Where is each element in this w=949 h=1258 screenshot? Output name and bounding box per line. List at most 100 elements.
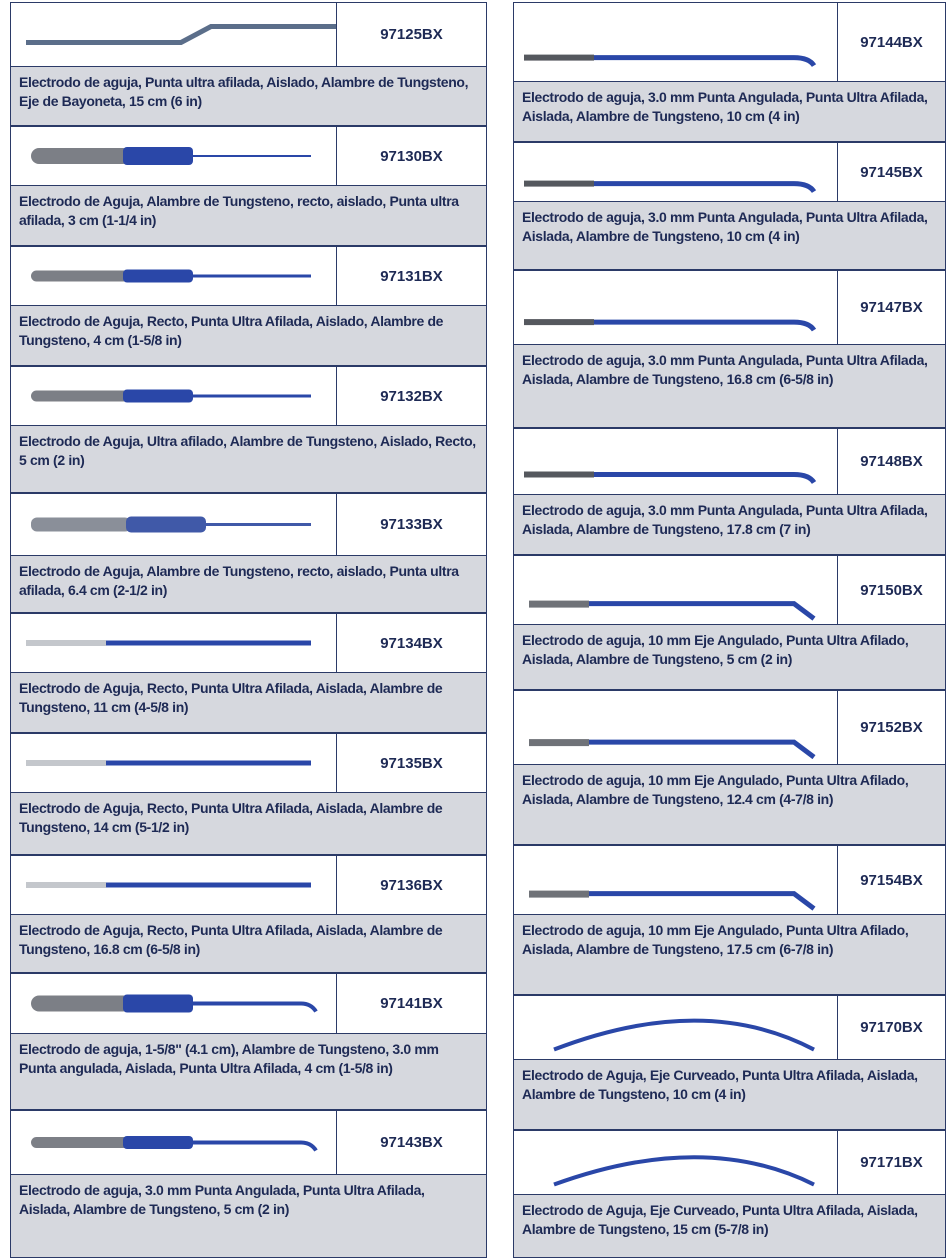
needle-part bbox=[594, 472, 817, 484]
product-description: Electrodo de Aguja, Recto, Punta Ultra A… bbox=[10, 792, 487, 855]
product-description: Electrodo de Aguja, Ultra afilado, Alamb… bbox=[10, 425, 487, 493]
needle-part bbox=[594, 55, 817, 68]
needle-part bbox=[529, 739, 589, 747]
product-code: 97132BX bbox=[336, 366, 487, 426]
needle-image bbox=[529, 600, 816, 621]
product-description: Electrodo de aguja, 10 mm Eje Angulado, … bbox=[513, 624, 946, 690]
product-image bbox=[513, 270, 838, 345]
needle-part bbox=[31, 995, 131, 1012]
product-description: Electrodo de Aguja, Recto, Punta Ultra A… bbox=[10, 914, 487, 973]
needle-part bbox=[123, 1136, 193, 1149]
product-image bbox=[10, 613, 337, 673]
needle-part bbox=[594, 319, 817, 332]
needle-part bbox=[26, 760, 106, 766]
needle-part bbox=[191, 1001, 318, 1013]
needle-part bbox=[589, 739, 816, 760]
needle-image bbox=[529, 890, 816, 911]
product-code: 97133BX bbox=[336, 493, 487, 556]
needle-image bbox=[524, 54, 817, 68]
needle-part bbox=[524, 319, 594, 326]
needle-image bbox=[524, 471, 817, 484]
product-description: Electrodo de aguja, 1-5/8" (4.1 cm), Ala… bbox=[10, 1033, 487, 1110]
needle-image bbox=[26, 640, 311, 646]
product-description: Electrodo de Aguja, Recto, Punta Ultra A… bbox=[10, 305, 487, 366]
product-image bbox=[10, 855, 337, 915]
product-code: 97134BX bbox=[336, 613, 487, 673]
product-code: 97152BX bbox=[837, 690, 946, 765]
product-code: 97125BX bbox=[336, 2, 487, 67]
needle-part bbox=[529, 600, 589, 608]
product-image bbox=[513, 142, 838, 202]
product-description: Electrodo de Aguja, Recto, Punta Ultra A… bbox=[10, 672, 487, 733]
needle-part bbox=[31, 517, 131, 532]
product-code: 97131BX bbox=[336, 246, 487, 306]
needle-part bbox=[123, 147, 193, 165]
needle-part bbox=[553, 1155, 815, 1187]
product-code: 97170BX bbox=[837, 995, 946, 1060]
needle-part bbox=[26, 24, 341, 45]
product-image bbox=[513, 845, 838, 915]
needle-image bbox=[524, 319, 817, 332]
product-code: 97136BX bbox=[336, 855, 487, 915]
product-description: Electrodo de aguja, 3.0 mm Punta Angulad… bbox=[513, 81, 946, 142]
product-description: Electrodo de aguja, 3.0 mm Punta Angulad… bbox=[513, 344, 946, 428]
product-description: Electrodo de aguja, 10 mm Eje Angulado, … bbox=[513, 764, 946, 845]
needle-part bbox=[126, 516, 206, 533]
product-code: 97147BX bbox=[837, 270, 946, 345]
product-code: 97150BX bbox=[837, 555, 946, 625]
needle-image bbox=[26, 882, 311, 888]
needle-image bbox=[26, 24, 341, 45]
product-image bbox=[513, 995, 838, 1060]
product-code: 97130BX bbox=[336, 126, 487, 186]
product-code: 97148BX bbox=[837, 428, 946, 495]
needle-part bbox=[589, 891, 816, 911]
needle-part bbox=[123, 269, 193, 283]
product-description: Electrodo de aguja, 3.0 mm Punta Angulad… bbox=[513, 201, 946, 270]
needle-part bbox=[31, 390, 131, 402]
product-code: 97145BX bbox=[837, 142, 946, 202]
needle-part bbox=[524, 471, 594, 478]
product-description: Electrodo de Aguja, Alambre de Tungsteno… bbox=[10, 185, 487, 246]
needle-part bbox=[26, 882, 106, 888]
needle-part bbox=[524, 180, 594, 187]
product-image bbox=[513, 428, 838, 495]
needle-image bbox=[553, 1155, 815, 1187]
needle-part bbox=[31, 270, 131, 282]
product-code: 97154BX bbox=[837, 845, 946, 915]
product-image bbox=[10, 1110, 337, 1175]
product-image bbox=[10, 2, 341, 67]
needle-image bbox=[529, 739, 816, 760]
product-code: 97141BX bbox=[336, 973, 487, 1034]
product-description: Electrodo de Aguja, Eje Curveado, Punta … bbox=[513, 1059, 946, 1130]
needle-part bbox=[123, 994, 193, 1013]
product-description: Electrodo de Aguja, Eje Curveado, Punta … bbox=[513, 1194, 946, 1258]
product-description: Electrodo de aguja, Punta ultra afilada,… bbox=[10, 66, 487, 126]
needle-part bbox=[31, 148, 131, 164]
needle-image bbox=[31, 147, 311, 165]
product-code: 97144BX bbox=[837, 2, 946, 82]
needle-image bbox=[31, 1136, 318, 1152]
product-code: 97171BX bbox=[837, 1130, 946, 1195]
product-description: Electrodo de Aguja, Alambre de Tungsteno… bbox=[10, 555, 487, 613]
needle-part bbox=[529, 890, 589, 898]
product-image bbox=[513, 1130, 838, 1195]
needle-image bbox=[31, 516, 311, 533]
needle-image bbox=[31, 269, 311, 283]
needle-part bbox=[553, 1018, 815, 1052]
needle-part bbox=[31, 1137, 131, 1148]
needle-image bbox=[524, 180, 817, 194]
product-image bbox=[513, 690, 838, 765]
product-description: Electrodo de aguja, 3.0 mm Punta Angulad… bbox=[10, 1174, 487, 1258]
needle-part bbox=[26, 640, 106, 646]
product-image bbox=[10, 493, 337, 556]
product-image bbox=[10, 126, 337, 186]
product-code: 97143BX bbox=[336, 1110, 487, 1175]
product-image bbox=[513, 555, 838, 625]
needle-part bbox=[594, 181, 817, 194]
product-image bbox=[10, 246, 337, 306]
product-image bbox=[10, 973, 337, 1034]
needle-part bbox=[524, 54, 594, 61]
product-description: Electrodo de aguja, 3.0 mm Punta Angulad… bbox=[513, 494, 946, 555]
needle-image bbox=[553, 1018, 815, 1052]
